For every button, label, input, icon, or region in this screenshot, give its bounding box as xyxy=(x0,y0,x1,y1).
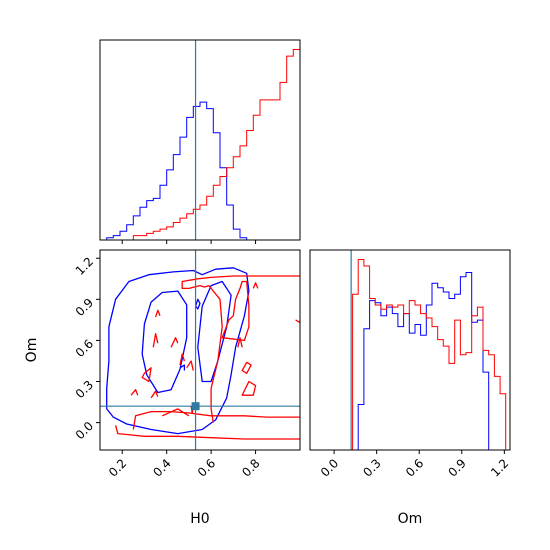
contour-line-7 xyxy=(179,353,186,366)
contour-line-5 xyxy=(152,332,159,348)
contour-line-14 xyxy=(132,410,300,430)
contour-line-16 xyxy=(161,408,190,417)
contour-line-11 xyxy=(170,337,179,348)
contour-line-19 xyxy=(241,361,252,374)
contour-line-21 xyxy=(252,282,259,289)
contour-line-2 xyxy=(197,280,232,383)
histogram-series-0 xyxy=(100,101,300,241)
contour-line-8 xyxy=(141,367,152,383)
x-axis-label-Om: Om xyxy=(398,511,423,527)
contour-line-3 xyxy=(194,298,201,310)
x-axis-label-H0: H0 xyxy=(190,511,209,527)
contour-line-18 xyxy=(237,337,243,348)
contour-line-4 xyxy=(179,364,186,371)
contour-layer xyxy=(100,250,300,450)
histogram-series-1 xyxy=(100,49,301,241)
truth-marker xyxy=(191,402,200,411)
contour-line-17 xyxy=(241,380,257,396)
contour-line-9 xyxy=(150,390,159,399)
histogram-series-1 xyxy=(329,259,507,451)
contour-line-12 xyxy=(186,360,194,371)
panel-frame xyxy=(99,39,301,241)
contour-line-10 xyxy=(130,389,139,396)
contour-line-1 xyxy=(141,290,188,394)
contour-line-20 xyxy=(221,280,250,342)
contour-line-13 xyxy=(181,275,300,423)
histogram-series-0 xyxy=(329,272,506,451)
contour-line-15 xyxy=(114,425,300,440)
y-axis-label-Om: Om xyxy=(24,338,40,363)
panel-frame xyxy=(99,249,301,451)
contour-line-6 xyxy=(154,309,161,318)
contour-line-0 xyxy=(106,267,250,435)
H0-marginal-panel xyxy=(99,39,301,244)
panel-frame xyxy=(309,249,511,451)
contour-line-22 xyxy=(295,319,300,324)
